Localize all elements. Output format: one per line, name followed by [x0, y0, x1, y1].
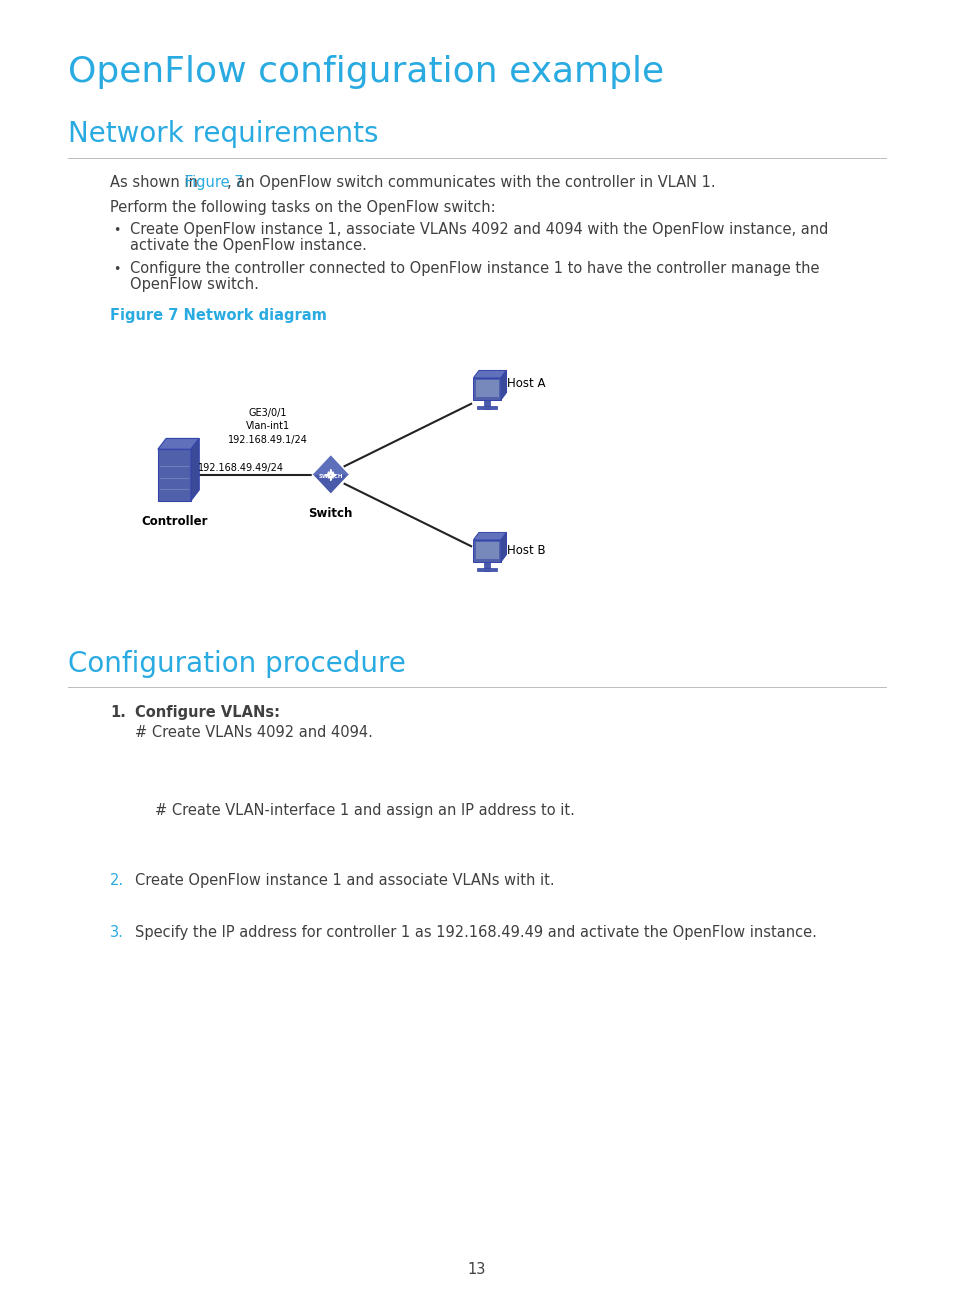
Text: 13: 13	[467, 1262, 486, 1277]
Polygon shape	[473, 371, 506, 378]
Text: 1.: 1.	[110, 705, 126, 721]
Text: Specify the IP address for controller 1 as 192.168.49.49 and activate the OpenFl: Specify the IP address for controller 1 …	[135, 925, 816, 940]
Text: Configuration procedure: Configuration procedure	[68, 651, 405, 678]
Polygon shape	[500, 371, 506, 400]
Text: 192.168.49.49/24: 192.168.49.49/24	[198, 463, 284, 473]
Text: •: •	[112, 263, 120, 276]
Text: # Create VLAN-interface 1 and assign an IP address to it.: # Create VLAN-interface 1 and assign an …	[154, 804, 575, 818]
Text: SWITCH: SWITCH	[318, 474, 343, 480]
Text: 3.: 3.	[110, 925, 124, 940]
Text: OpenFlow switch.: OpenFlow switch.	[130, 277, 258, 292]
Text: •: •	[112, 224, 120, 237]
Polygon shape	[476, 542, 498, 560]
Text: GE3/0/1
Vlan-int1
192.168.49.1/24: GE3/0/1 Vlan-int1 192.168.49.1/24	[228, 408, 308, 445]
Polygon shape	[473, 540, 500, 562]
Polygon shape	[312, 455, 349, 476]
Text: Host A: Host A	[506, 377, 544, 390]
Text: Switch: Switch	[308, 507, 353, 520]
Text: Controller: Controller	[141, 516, 208, 529]
Text: 2.: 2.	[110, 874, 124, 888]
Text: Create OpenFlow instance 1, associate VLANs 4092 and 4094 with the OpenFlow inst: Create OpenFlow instance 1, associate VL…	[130, 222, 827, 237]
Text: activate the OpenFlow instance.: activate the OpenFlow instance.	[130, 238, 367, 253]
Text: Create OpenFlow instance 1 and associate VLANs with it.: Create OpenFlow instance 1 and associate…	[135, 874, 554, 888]
Polygon shape	[476, 568, 497, 570]
Text: Configure VLANs:: Configure VLANs:	[135, 705, 280, 721]
Polygon shape	[312, 455, 349, 495]
Text: Network requirements: Network requirements	[68, 121, 378, 148]
Text: Host B: Host B	[506, 543, 544, 556]
Polygon shape	[473, 378, 500, 400]
Polygon shape	[157, 438, 199, 450]
Polygon shape	[476, 406, 497, 408]
Text: Perform the following tasks on the OpenFlow switch:: Perform the following tasks on the OpenF…	[110, 200, 496, 215]
Text: As shown in: As shown in	[110, 175, 202, 191]
Polygon shape	[484, 562, 490, 570]
Text: OpenFlow configuration example: OpenFlow configuration example	[68, 54, 663, 89]
Polygon shape	[484, 400, 490, 408]
Text: Figure 7 Network diagram: Figure 7 Network diagram	[110, 308, 327, 323]
Polygon shape	[500, 533, 506, 562]
Polygon shape	[157, 450, 191, 500]
Text: Figure 7: Figure 7	[185, 175, 243, 191]
Polygon shape	[476, 380, 498, 398]
Polygon shape	[473, 533, 506, 540]
Text: # Create VLANs 4092 and 4094.: # Create VLANs 4092 and 4094.	[135, 724, 373, 740]
Polygon shape	[191, 438, 199, 500]
Text: Configure the controller connected to OpenFlow instance 1 to have the controller: Configure the controller connected to Op…	[130, 260, 819, 276]
Text: , an OpenFlow switch communicates with the controller in VLAN 1.: , an OpenFlow switch communicates with t…	[227, 175, 715, 191]
